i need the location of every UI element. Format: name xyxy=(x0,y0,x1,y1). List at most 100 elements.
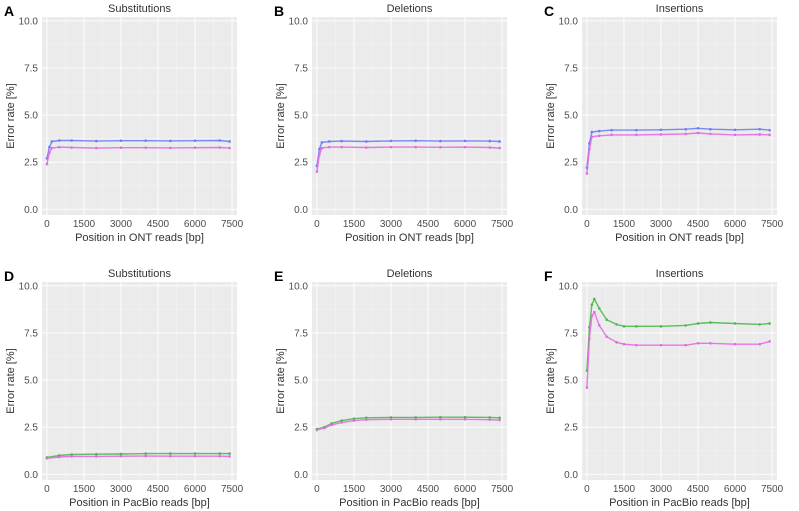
data-point-magenta xyxy=(144,454,147,458)
data-point-magenta xyxy=(585,172,589,175)
data-point-magenta xyxy=(588,337,591,340)
y-tick-label: 2.5 xyxy=(564,423,578,434)
data-point-magenta xyxy=(169,454,172,458)
data-point-magenta xyxy=(365,418,368,421)
data-point-magenta xyxy=(48,151,51,155)
data-point-blue xyxy=(340,139,343,143)
data-point-blue xyxy=(95,139,98,143)
x-tick-label: 7500 xyxy=(491,484,514,495)
data-point-magenta xyxy=(709,132,712,136)
data-point-blue xyxy=(733,128,737,132)
series-line-green xyxy=(316,416,500,430)
y-tick-label: 5.0 xyxy=(564,111,578,122)
y-tick-label: 5.0 xyxy=(24,376,38,387)
y-axis-label: Error rate [%] xyxy=(275,348,287,413)
data-point-blue xyxy=(768,128,771,132)
data-point-magenta xyxy=(50,146,54,150)
x-tick-label: 4500 xyxy=(147,484,170,495)
y-tick-label: 10.0 xyxy=(559,281,579,292)
data-point-blue xyxy=(659,128,663,132)
y-axis-label: Error rate [%] xyxy=(5,348,17,413)
data-point-magenta xyxy=(193,454,197,458)
y-tick-label: 0.0 xyxy=(564,205,578,216)
data-point-magenta xyxy=(768,340,771,343)
data-point-green xyxy=(119,452,123,456)
data-point-magenta xyxy=(733,342,737,346)
y-tick-label: 7.5 xyxy=(294,63,308,74)
data-point-green xyxy=(218,452,222,455)
x-tick-label: 7500 xyxy=(221,219,244,230)
panel-b: 0 1500 3000 4500 6000 7500 0.0 2.5 5.0 7.5 10.0 Del… xyxy=(274,3,514,244)
data-point-magenta xyxy=(330,423,334,427)
data-point-magenta xyxy=(622,342,626,346)
series-line-magenta xyxy=(316,418,500,431)
x-tick-label: 0 xyxy=(44,219,50,230)
data-point-magenta xyxy=(228,455,231,458)
data-point-blue xyxy=(169,139,172,143)
data-point-magenta xyxy=(327,145,331,149)
data-point-blue xyxy=(228,140,231,143)
data-point-blue xyxy=(696,126,700,130)
data-point-magenta xyxy=(315,428,319,432)
data-point-green xyxy=(684,324,687,327)
data-point-magenta xyxy=(414,145,417,149)
x-tick-label: 3000 xyxy=(380,219,403,230)
data-point-magenta xyxy=(439,146,442,149)
data-point-magenta xyxy=(414,417,417,421)
data-point-blue xyxy=(327,140,331,143)
x-tick-label: 4500 xyxy=(417,219,440,230)
x-tick-label: 6000 xyxy=(454,484,477,495)
series-line-green xyxy=(46,452,230,459)
data-point-magenta xyxy=(488,146,492,149)
data-point-magenta xyxy=(684,343,687,347)
x-tick-label: 0 xyxy=(584,484,590,495)
y-tick-label: 10.0 xyxy=(19,281,39,292)
data-point-green xyxy=(709,321,712,324)
data-point-green xyxy=(488,416,492,419)
data-point-blue xyxy=(709,127,712,131)
data-point-blue xyxy=(389,139,393,143)
y-tick-label: 0.0 xyxy=(24,205,38,216)
x-tick-label: 6000 xyxy=(184,219,207,230)
panel-letter: A xyxy=(4,3,14,19)
data-point-blue xyxy=(463,139,467,143)
data-point-green xyxy=(733,322,737,325)
x-tick-label: 7500 xyxy=(221,484,244,495)
y-tick-label: 5.0 xyxy=(24,111,38,122)
data-point-magenta xyxy=(323,426,326,430)
data-point-blue xyxy=(635,128,638,132)
y-tick-label: 5.0 xyxy=(294,111,308,122)
data-point-magenta xyxy=(315,170,319,173)
data-point-green xyxy=(95,452,98,456)
data-point-green xyxy=(365,416,368,420)
x-tick-label: 7500 xyxy=(761,484,784,495)
data-point-magenta xyxy=(57,455,61,459)
data-point-magenta xyxy=(352,419,356,422)
data-point-magenta xyxy=(597,324,601,327)
panel-letter: D xyxy=(4,268,14,284)
y-axis-label: Error rate [%] xyxy=(5,83,17,148)
y-tick-label: 2.5 xyxy=(294,423,308,434)
y-tick-label: 2.5 xyxy=(564,158,578,169)
data-point-blue xyxy=(218,139,222,142)
panel-letter: F xyxy=(544,268,553,284)
panel-c: 0 1500 3000 4500 6000 7500 0.0 2.5 5.0 7.5 10.0 Ins… xyxy=(544,3,784,244)
y-tick-label: 10.0 xyxy=(19,16,39,27)
data-point-magenta xyxy=(590,135,594,139)
x-tick-label: 6000 xyxy=(724,219,747,230)
x-tick-label: 1500 xyxy=(613,484,636,495)
data-point-blue xyxy=(318,147,321,151)
data-point-magenta xyxy=(365,146,368,149)
data-point-magenta xyxy=(218,454,222,458)
data-point-magenta xyxy=(144,146,147,149)
data-point-magenta xyxy=(593,310,596,314)
x-axis-label: Position in ONT reads [bp] xyxy=(345,232,474,244)
data-point-magenta xyxy=(193,146,197,149)
x-axis-label: Position in PacBio reads [bp] xyxy=(609,497,750,509)
panel-title: Substitutions xyxy=(108,3,171,15)
x-tick-label: 6000 xyxy=(454,219,477,230)
panel-d: 0 1500 3000 4500 6000 7500 0.0 2.5 5.0 7.5 10.0 Sub… xyxy=(4,268,244,509)
data-point-magenta xyxy=(95,455,98,458)
data-point-blue xyxy=(144,139,147,143)
